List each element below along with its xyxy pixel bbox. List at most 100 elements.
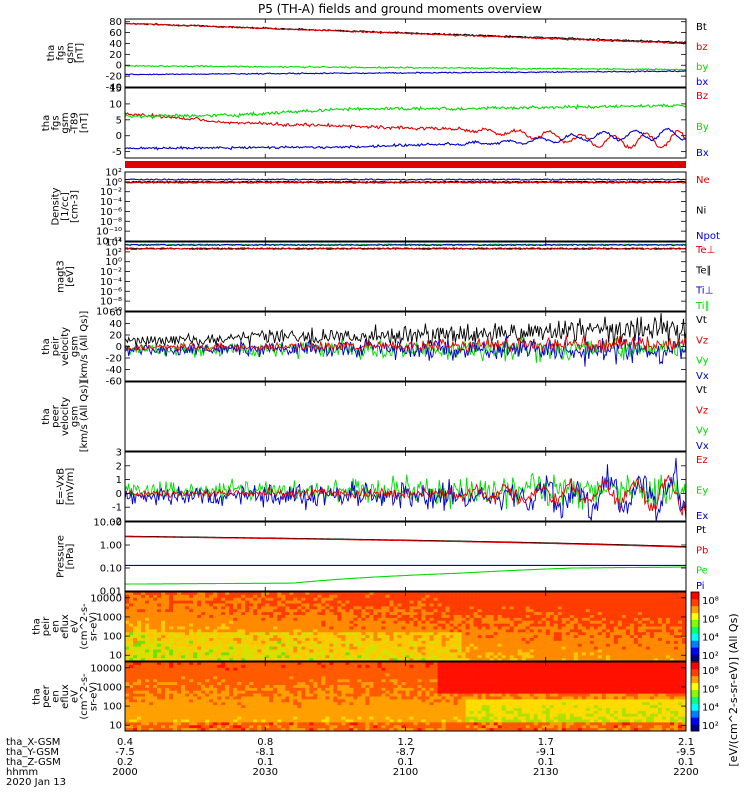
spectrogram-cell [681, 623, 687, 627]
spectrogram-cell [329, 617, 334, 622]
spectrogram-cell [409, 646, 414, 650]
spectrogram-cell [581, 623, 587, 627]
spectrogram-cell [565, 658, 571, 662]
spectrogram-cell [193, 725, 198, 729]
spectrogram-cell [513, 594, 518, 599]
spectrogram-cell [325, 690, 330, 694]
spectrogram-cell [169, 728, 174, 732]
spectrogram-cell [277, 597, 282, 601]
spectrogram-cell [361, 609, 366, 613]
spectrogram-cell [321, 629, 326, 633]
spectrogram-cell [281, 646, 286, 650]
spectrogram-cell [253, 679, 258, 683]
spectrogram-cell [301, 676, 306, 680]
spectrogram-cell [641, 615, 647, 619]
spectrogram-cell [253, 664, 258, 669]
spectrogram-cell [437, 597, 442, 601]
spectrogram-cell [205, 615, 210, 619]
spectrogram-cell [177, 673, 182, 677]
spectrogram-cell [381, 620, 386, 624]
spectrogram-cell [353, 617, 358, 622]
spectrogram-cell [341, 640, 346, 645]
spectrogram-cell [557, 635, 563, 639]
spectrogram-cell [145, 710, 150, 715]
panel-temp: Te⊥Te∥Ti⊥Ti∥10⁴10²10⁰10⁻²10⁻⁴10⁻⁶10⁻⁸10⁻… [55, 238, 715, 318]
spectrogram-cell [413, 632, 418, 636]
spectrogram-cell [437, 600, 442, 604]
spectrogram-cell [325, 655, 330, 659]
spectrogram-cell [233, 676, 238, 680]
spectrogram-cell [229, 664, 234, 669]
spectrogram-cell [125, 632, 130, 636]
spectrogram-cell [373, 649, 378, 653]
spectrogram-cell [205, 649, 210, 653]
spectrogram-cell [681, 646, 687, 650]
spectrogram-cell [261, 655, 266, 659]
spectrogram-cell [317, 615, 322, 619]
spectrogram-cell [297, 696, 302, 700]
spectrogram-cell [465, 655, 470, 659]
spectrogram-cell [329, 658, 334, 662]
spectrogram-cell [281, 719, 286, 723]
spectrogram-cell [549, 658, 555, 662]
spectrogram-cell [317, 693, 322, 697]
spectrogram-cell [645, 600, 651, 604]
spectrogram-cell [361, 620, 366, 624]
spectrogram-cell [565, 615, 571, 619]
spectrogram-cell [629, 606, 635, 610]
spectrogram-cell [457, 629, 462, 633]
spectrogram-cell [217, 725, 222, 729]
spectrogram-cell [229, 685, 234, 689]
spectrogram-cell [597, 646, 603, 650]
spectrogram-cell [245, 705, 250, 709]
spectrogram-cell [269, 640, 274, 645]
spectrogram-cell [613, 597, 619, 601]
spectrogram-cell [137, 719, 142, 723]
spectrogram-cell [197, 679, 202, 683]
spectrogram-cell [153, 702, 158, 706]
spectrogram-cell [481, 640, 486, 645]
spectrogram-cell [213, 640, 218, 645]
spectrogram-cell [345, 646, 350, 650]
spectrogram-cell [657, 635, 663, 639]
spectrogram-cell [309, 682, 314, 686]
spectrogram-cell [281, 673, 286, 677]
legend-Vy: Vy [696, 426, 709, 437]
spectrogram-cell [449, 655, 454, 659]
y-label-line: velocity [60, 397, 71, 436]
spectrogram-cell [241, 716, 246, 720]
spectrogram-cell [477, 603, 482, 607]
spectrogram-cell [561, 592, 567, 596]
spectrogram-cell [441, 652, 446, 656]
spectrogram-cell [477, 649, 482, 653]
spectrogram-cell [173, 685, 178, 689]
spectrogram-cell [145, 719, 150, 723]
spectrogram-cell [309, 592, 314, 596]
spectrogram-cell [497, 592, 502, 596]
spectrogram-cell [209, 682, 214, 686]
y-ticks: 10.001.000.100.01 [93, 518, 686, 598]
spectrogram-cell [265, 682, 270, 686]
spectrogram-cell [181, 662, 186, 666]
spectrogram-cell [569, 638, 575, 642]
spectrogram-cell [249, 690, 254, 694]
spectrogram-cell [309, 652, 314, 656]
spectrogram-cell [197, 658, 202, 662]
spectrogram-cell [313, 710, 318, 715]
spectrogram-cell [525, 640, 531, 645]
spectrogram-cell [185, 646, 190, 650]
spectrogram-cell [269, 696, 274, 700]
spectrogram-cell [629, 594, 635, 599]
spectrogram-cell [129, 635, 134, 639]
spectrogram-cell [261, 699, 266, 703]
spectrogram-cell [629, 597, 635, 601]
spectrogram-cell [233, 612, 238, 616]
spectrogram-cell [237, 649, 242, 653]
legend-Pi: Pi [696, 581, 705, 592]
spectrogram-cell [401, 652, 406, 656]
spectrogram-cell [157, 615, 162, 619]
spectrogram-cell [537, 615, 543, 619]
spectrogram-cell [625, 629, 631, 633]
spectrogram-cell [193, 635, 198, 639]
spectrogram-cell [537, 635, 543, 639]
